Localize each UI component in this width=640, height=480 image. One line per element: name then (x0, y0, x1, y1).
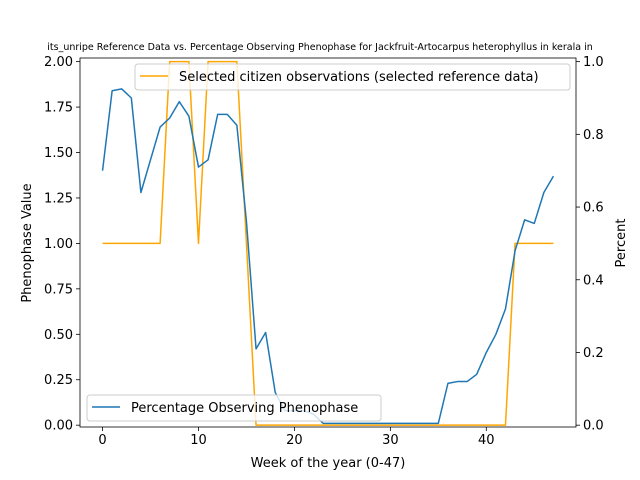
left-y-tick-label: 0.00 (44, 419, 73, 434)
legend-box (134, 63, 571, 91)
legend-percentage: Percentage Observing Phenophase (86, 394, 382, 422)
left-y-tick-label: 2.00 (44, 55, 73, 70)
x-tick-label: 30 (382, 433, 399, 448)
left-y-tick-label: 1.75 (44, 101, 73, 116)
x-tick-label: 10 (190, 433, 207, 448)
legend-label: Percentage Observing Phenophase (131, 401, 358, 416)
right-y-tick-label: 1.0 (583, 55, 604, 70)
left-y-tick-label: 0.50 (44, 328, 73, 343)
right-y-tick-label: 0.0 (583, 419, 604, 434)
legend-label: Selected citizen observations (selected … (179, 70, 539, 85)
right-y-tick-label: 0.4 (583, 273, 604, 288)
left-y-tick-label: 1.25 (44, 191, 73, 206)
series-group (101, 60, 555, 426)
x-tick-label: 40 (478, 433, 495, 448)
plot-area: 0 10 20 30 40 0.00 0.25 0.50 0.75 1.00 1.25 1.50 1.7… (44, 55, 604, 448)
right-y-tick-label: 0.2 (583, 346, 604, 361)
left-y-tick-label: 0.25 (44, 373, 73, 388)
right-y-tick-label: 0.6 (583, 201, 604, 216)
x-tick-label: 20 (286, 433, 303, 448)
x-axis-label: Week of the year (0-47) (251, 456, 406, 471)
chart-title: its_unripe Reference Data vs. Percentage… (47, 42, 592, 53)
legend-box (86, 394, 382, 422)
left-y-tick-label: 0.75 (44, 282, 73, 297)
right-axis-label: Percent (614, 219, 629, 268)
left-axis-label: Phenophase Value (20, 183, 35, 302)
x-tick-label: 0 (98, 433, 106, 448)
legend-reference: Selected citizen observations (selected … (134, 63, 571, 91)
right-y-tick-label: 0.8 (583, 128, 604, 143)
left-y-tick-label: 1.50 (44, 146, 73, 161)
left-y-tick-label: 1.00 (44, 237, 73, 252)
plot-frame (79, 57, 577, 428)
series-line-percentage (101, 88, 555, 425)
series-line-reference (102, 60, 554, 426)
